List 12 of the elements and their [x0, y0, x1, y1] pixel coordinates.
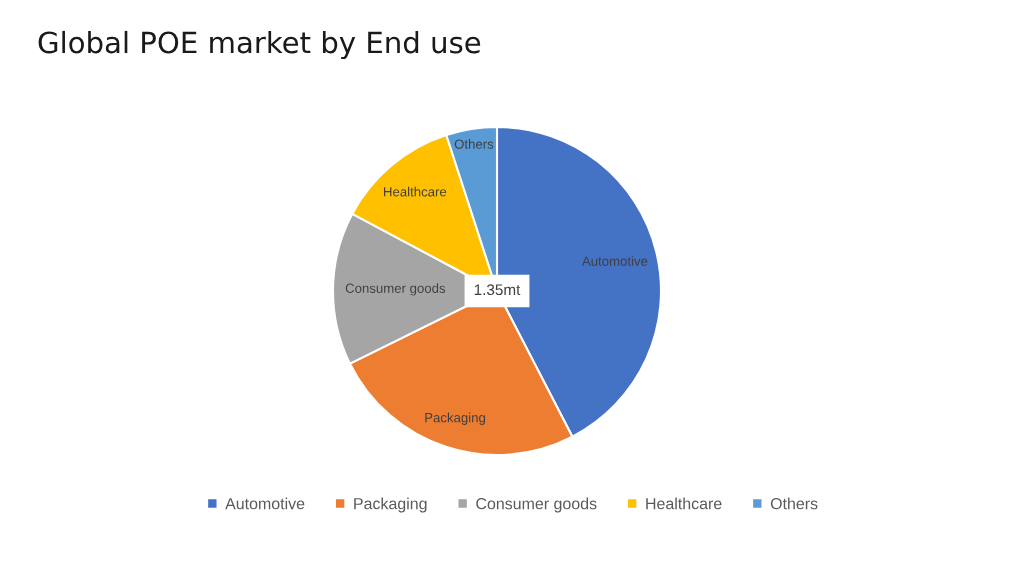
data-label: Others: [454, 139, 494, 149]
text: 1.35mt: [474, 284, 521, 296]
data-label: Packaging: [425, 412, 485, 425]
data-label: Automotive: [581, 256, 648, 266]
data-label: Consumer goods: [345, 283, 446, 296]
legend-label: Others: [770, 497, 818, 510]
legend-label: Packaging: [354, 497, 427, 513]
legend-label: Consumer goods: [476, 497, 597, 513]
chart-title: Global POE market by End use: [38, 30, 481, 60]
legend-label: Healthcare: [646, 497, 722, 510]
data-label: Healthcare: [384, 186, 447, 197]
legend-label: Automotive: [225, 497, 305, 510]
